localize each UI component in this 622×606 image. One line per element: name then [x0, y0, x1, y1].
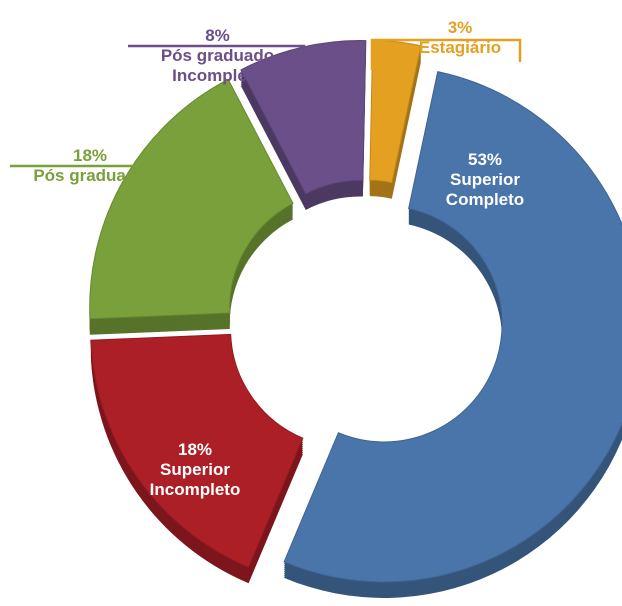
- value-label: 18%: [72, 146, 108, 165]
- data-label: 18% Pós graduado: [10, 146, 170, 186]
- slice: [90, 333, 304, 568]
- category-label: Superior Completo: [445, 170, 525, 209]
- leader-line: [10, 164, 170, 178]
- category-label: Superior Incompleto: [149, 460, 241, 499]
- data-label: 53% Superior Completo: [420, 150, 550, 210]
- data-label: 3% Estagiário: [395, 18, 525, 58]
- category-label: Pós graduado: [33, 166, 147, 185]
- slice: [89, 78, 294, 320]
- slice: [283, 71, 622, 583]
- category-label: Estagiário: [418, 38, 502, 57]
- slice: [369, 39, 422, 184]
- value-label: 53%: [467, 150, 503, 169]
- leader-line: [370, 38, 522, 70]
- leader-line: [128, 44, 306, 72]
- value-label: 3%: [447, 18, 473, 37]
- category-label: Pós graduado Incompleto: [160, 46, 275, 85]
- value-label: 18%: [177, 440, 213, 459]
- value-label: 8%: [205, 26, 230, 45]
- data-label: 8% Pós graduado Incompleto: [125, 26, 310, 86]
- slice: [240, 40, 367, 195]
- data-label: 18% Superior Incompleto: [125, 440, 265, 500]
